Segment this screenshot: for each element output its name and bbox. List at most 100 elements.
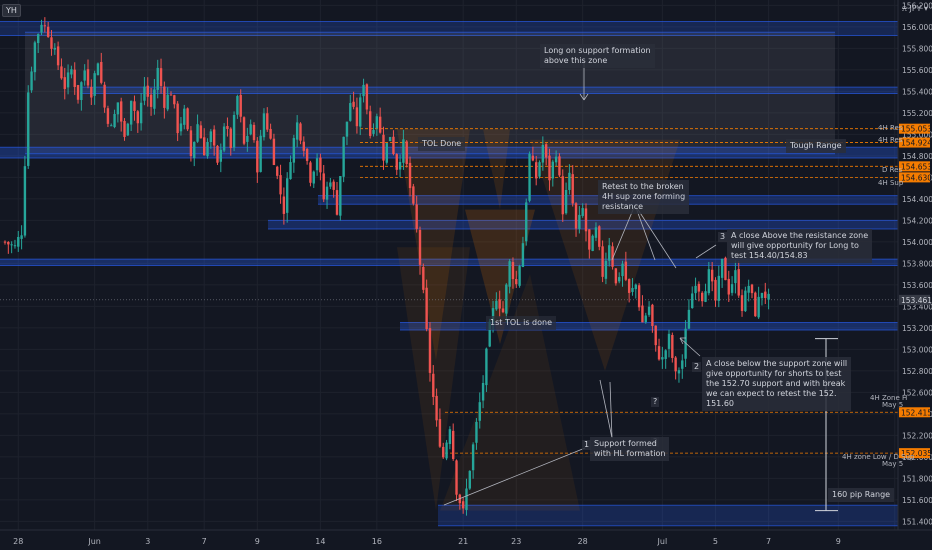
candle-body xyxy=(501,308,505,313)
candle-body xyxy=(126,123,130,136)
candle-body xyxy=(541,145,545,163)
candle-body xyxy=(83,70,86,81)
candle-body xyxy=(432,373,435,397)
annotation-arrow xyxy=(609,381,613,439)
candle-body xyxy=(266,113,269,130)
candle-body xyxy=(657,346,661,360)
candle-body xyxy=(166,94,169,110)
chevron-down-icon[interactable]: ▾ xyxy=(921,4,928,13)
bell-icon[interactable]: ⍾ xyxy=(901,4,910,13)
candle-body xyxy=(222,126,226,151)
note-3-number: 3 xyxy=(718,232,728,242)
candle-body xyxy=(378,116,382,133)
price-tick-label: 153.400 xyxy=(902,302,932,311)
candle-body xyxy=(757,296,760,318)
candle-body xyxy=(96,63,100,76)
candle-body xyxy=(286,178,289,213)
candle-body xyxy=(106,108,110,124)
candle-body xyxy=(637,285,641,308)
candle-body xyxy=(375,116,379,129)
candle-body xyxy=(677,370,681,374)
price-tick-label: 155.200 xyxy=(902,109,932,118)
zone-rect xyxy=(0,147,898,159)
price-tag-label: 155.053 xyxy=(901,125,932,134)
candle-body xyxy=(90,86,93,98)
price-tick-label: 156.200 xyxy=(902,1,932,10)
price-tick-label: 151.600 xyxy=(902,496,932,505)
candle-body xyxy=(684,328,687,359)
price-tick-label: 155.400 xyxy=(902,87,932,96)
candle-body xyxy=(737,269,740,296)
candle-body xyxy=(20,235,23,239)
candle-body xyxy=(727,278,730,295)
candle-body xyxy=(292,138,296,163)
candle-body xyxy=(505,284,508,314)
candle-body xyxy=(654,325,657,346)
candle-body xyxy=(30,71,33,91)
price-tick-label: 151.400 xyxy=(902,517,932,526)
candle-body xyxy=(183,108,186,125)
price-tick-label: 155.600 xyxy=(902,66,932,75)
candle-body xyxy=(13,245,17,247)
note-1-number: 1 xyxy=(582,440,592,450)
candle-body xyxy=(53,47,56,50)
tol-done-label: TOL Done xyxy=(418,137,466,151)
candle-body xyxy=(209,131,213,143)
d-res-label: D Res xyxy=(882,166,903,174)
note-2-number: 2 xyxy=(692,362,702,372)
may5-label-2: May 5 xyxy=(882,460,904,468)
candle-body xyxy=(631,287,634,292)
time-tick-label: 7 xyxy=(202,537,207,546)
candle-body xyxy=(611,246,614,267)
candle-body xyxy=(279,175,282,195)
candle-body xyxy=(37,34,40,44)
price-tag xyxy=(899,172,930,183)
candle-body xyxy=(687,309,691,329)
candle-body xyxy=(704,291,707,302)
candle-body xyxy=(608,245,611,261)
candle-body xyxy=(744,290,747,312)
price-tick-label: 151.800 xyxy=(902,474,932,483)
candle-body xyxy=(734,270,737,284)
candle-body xyxy=(521,243,525,268)
candle-body xyxy=(471,444,475,471)
candle-body xyxy=(604,260,608,279)
time-tick-label: 28 xyxy=(13,537,23,546)
candle-body xyxy=(535,162,538,179)
candle-body xyxy=(149,94,153,107)
candle-body xyxy=(186,108,189,130)
time-tick-label: 3 xyxy=(145,537,150,546)
time-tick-label: 23 xyxy=(511,537,521,546)
candle-body xyxy=(691,293,694,309)
h4-zone-low-label: 4H zone Low / D Sup xyxy=(842,453,915,461)
time-tick-label: 9 xyxy=(836,537,841,546)
candle-body xyxy=(448,429,452,445)
candle-body xyxy=(179,123,183,132)
price-tick-label: 155.000 xyxy=(902,130,932,139)
annotation-arrow xyxy=(611,204,636,261)
candle-body xyxy=(232,114,236,148)
candle-body xyxy=(551,161,554,179)
h4-sup-label: 4H Sup xyxy=(878,179,904,187)
candle-body xyxy=(767,293,770,300)
arrow-note-3 xyxy=(695,244,717,259)
candle-body xyxy=(418,229,422,265)
candle-body xyxy=(116,102,120,115)
candle-body xyxy=(697,283,701,292)
candle-body xyxy=(478,402,481,421)
annotation-arrow xyxy=(634,204,677,269)
candle-body xyxy=(50,37,53,49)
candle-body xyxy=(644,315,647,323)
candle-body xyxy=(299,123,302,141)
symbol-badge[interactable]: YH xyxy=(2,4,21,17)
zone-rect xyxy=(80,87,898,94)
candle-body xyxy=(345,121,349,137)
currency-label: ⍾ JPY ▾ xyxy=(901,4,928,13)
candle-body xyxy=(325,186,329,200)
candle-body xyxy=(129,100,133,125)
candle-body xyxy=(707,269,711,294)
price-tag xyxy=(899,123,930,134)
candle-body xyxy=(488,321,491,347)
candle-body xyxy=(249,124,252,135)
